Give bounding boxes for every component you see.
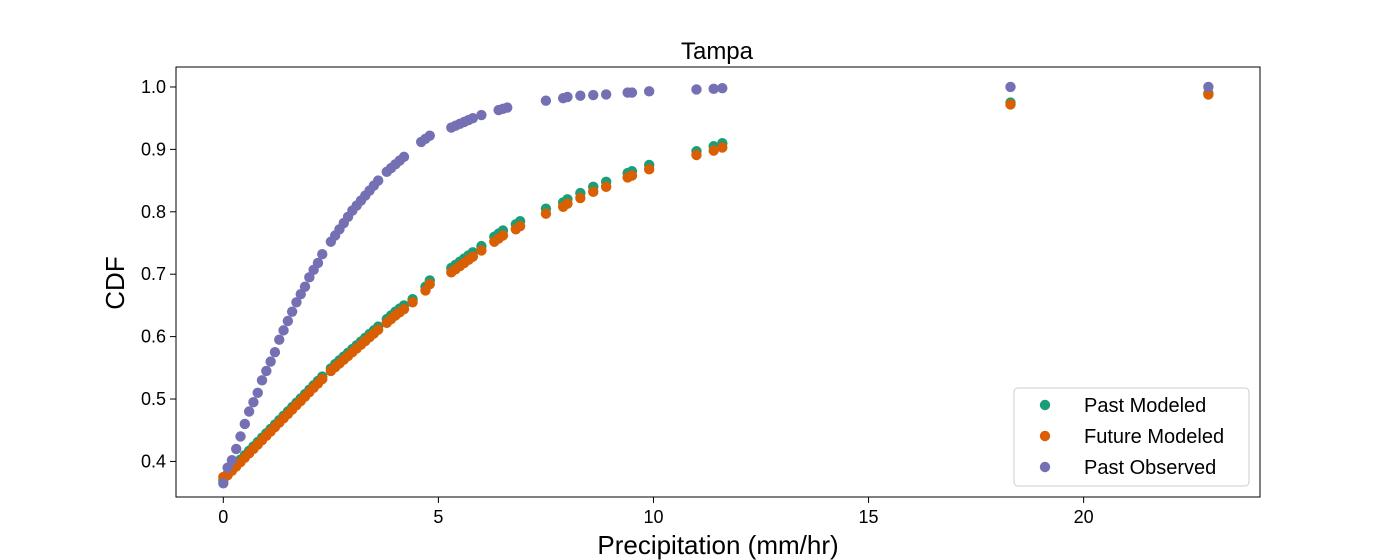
data-point bbox=[317, 373, 328, 385]
data-point bbox=[407, 297, 418, 308]
data-point bbox=[1203, 89, 1214, 100]
data-point bbox=[265, 356, 276, 367]
x-axis: 0 5 10 15 20 bbox=[218, 497, 1094, 527]
data-point bbox=[540, 95, 552, 106]
data-point bbox=[252, 387, 263, 398]
data-point bbox=[540, 208, 552, 219]
data-point bbox=[588, 89, 599, 101]
data-point bbox=[398, 151, 410, 163]
data-point bbox=[691, 149, 702, 161]
data-point bbox=[282, 315, 294, 327]
data-point bbox=[575, 90, 586, 101]
data-point bbox=[717, 142, 728, 153]
y-tick-label: 0.7 bbox=[141, 264, 166, 284]
data-point bbox=[600, 181, 612, 193]
data-point bbox=[502, 102, 513, 113]
data-point bbox=[575, 192, 586, 204]
data-point bbox=[243, 406, 255, 417]
data-point bbox=[467, 112, 479, 124]
x-axis-title: Precipitation (mm/hr) bbox=[597, 530, 838, 560]
data-point bbox=[231, 443, 242, 455]
y-tick-label: 1.0 bbox=[141, 77, 166, 97]
data-point bbox=[600, 89, 612, 100]
series-past-observed bbox=[218, 81, 1214, 489]
data-point bbox=[476, 245, 487, 256]
data-point bbox=[274, 334, 285, 345]
data-point bbox=[372, 175, 384, 186]
legend: Past Modeled Future Modeled Past Observed bbox=[1013, 387, 1250, 487]
data-point bbox=[269, 347, 281, 358]
data-point bbox=[643, 164, 655, 175]
data-point bbox=[497, 230, 509, 241]
data-point bbox=[218, 478, 229, 489]
data-point bbox=[643, 86, 655, 97]
chart-title: Tampa bbox=[681, 38, 754, 65]
data-point bbox=[1203, 81, 1214, 93]
data-point bbox=[562, 91, 573, 103]
data-point bbox=[226, 454, 238, 466]
data-point bbox=[278, 325, 289, 336]
data-point bbox=[708, 83, 719, 95]
data-point bbox=[398, 303, 410, 315]
data-points bbox=[218, 81, 1214, 489]
data-point bbox=[691, 84, 702, 95]
plot-frame bbox=[175, 66, 1261, 498]
y-tick-label: 0.9 bbox=[141, 139, 166, 159]
x-tick-label: 15 bbox=[859, 507, 879, 527]
data-point bbox=[424, 278, 435, 290]
y-tick-label: 0.4 bbox=[141, 451, 166, 471]
y-tick-label: 0.5 bbox=[141, 389, 166, 409]
data-point bbox=[248, 396, 259, 408]
x-tick-label: 5 bbox=[433, 507, 443, 527]
data-point bbox=[239, 418, 251, 430]
data-point bbox=[626, 87, 638, 98]
series-future-modeled bbox=[218, 89, 1214, 483]
x-tick-label: 20 bbox=[1074, 507, 1094, 527]
data-point bbox=[514, 220, 526, 232]
data-point bbox=[291, 297, 302, 308]
data-point bbox=[312, 257, 324, 269]
x-tick-label: 0 bbox=[218, 507, 228, 527]
data-point bbox=[708, 145, 719, 156]
y-tick-label: 0.8 bbox=[141, 202, 166, 222]
data-point bbox=[235, 431, 246, 442]
data-point bbox=[261, 365, 272, 377]
data-point bbox=[317, 249, 328, 260]
y-tick-label: 0.6 bbox=[141, 327, 166, 347]
legend-marker bbox=[1039, 430, 1051, 442]
data-point bbox=[286, 306, 298, 317]
data-point bbox=[717, 83, 728, 94]
legend-box bbox=[1013, 387, 1250, 487]
data-point bbox=[562, 198, 573, 209]
data-point bbox=[424, 130, 435, 141]
data-point bbox=[1005, 99, 1016, 110]
x-tick-label: 10 bbox=[643, 507, 663, 527]
legend-label: Past Observed bbox=[1084, 457, 1216, 479]
data-point bbox=[476, 109, 487, 121]
data-point bbox=[467, 251, 479, 262]
data-point bbox=[626, 170, 638, 181]
y-axis-title: CDF bbox=[100, 256, 130, 309]
legend-marker bbox=[1039, 399, 1051, 411]
legend-marker bbox=[1039, 461, 1051, 473]
legend-label: Past Modeled bbox=[1084, 395, 1206, 417]
data-point bbox=[372, 324, 384, 335]
data-point bbox=[588, 186, 599, 198]
data-point bbox=[299, 281, 311, 292]
data-point bbox=[256, 375, 268, 386]
data-point bbox=[1005, 81, 1016, 93]
legend-label: Future Modeled bbox=[1084, 426, 1224, 448]
y-axis: 0.4 0.5 0.6 0.7 0.8 0.9 1.0 bbox=[141, 77, 176, 471]
